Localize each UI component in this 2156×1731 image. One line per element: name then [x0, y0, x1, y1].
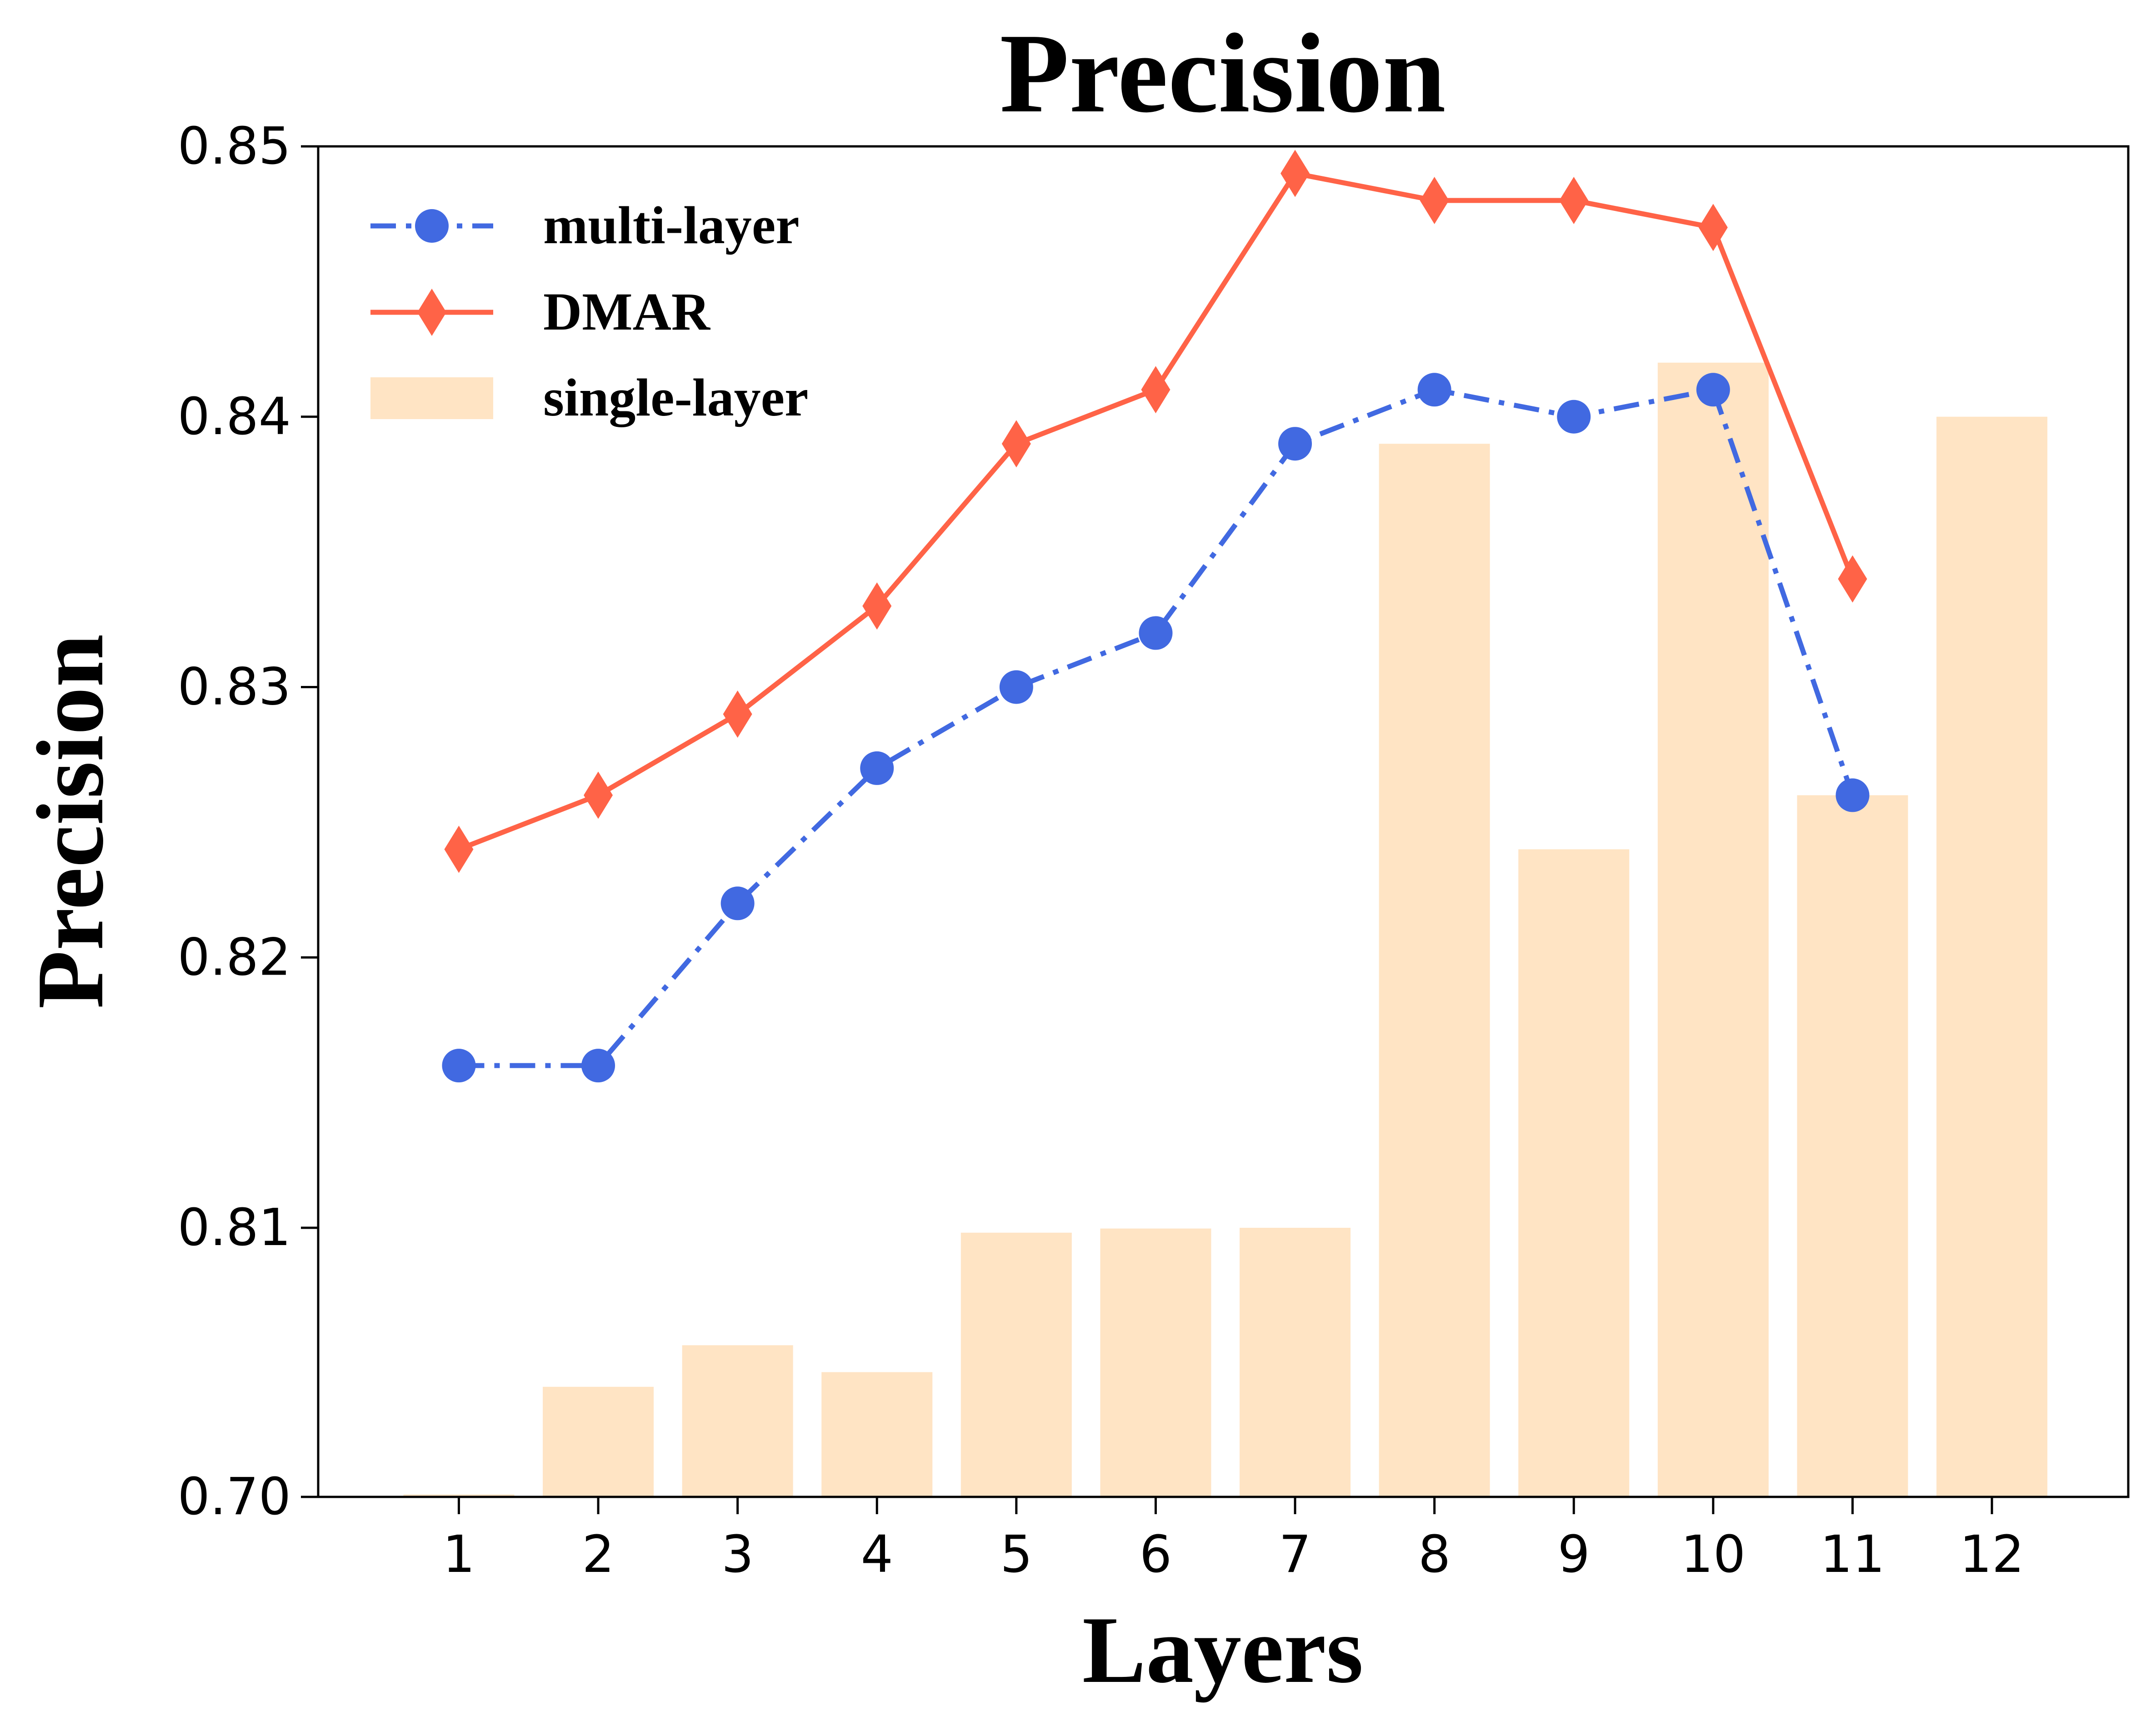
y-axis-ticks: 0.70 0.81 0.82 0.83 0.84 0.85 — [178, 117, 318, 1526]
chart-title: Precision — [1000, 10, 1446, 136]
legend-label-dmar: DMAR — [543, 282, 711, 341]
marker-dmar-8 — [1420, 176, 1449, 224]
y-tick-label: 0.84 — [178, 387, 291, 446]
bar-single-layer-6 — [1100, 1228, 1211, 1497]
marker-multi-layer-7 — [1278, 427, 1312, 461]
marker-multi-layer-9 — [1557, 400, 1591, 434]
legend-label-multi-layer: multi-layer — [543, 195, 800, 255]
x-tick-label: 9 — [1558, 1525, 1590, 1584]
marker-multi-layer-8 — [1417, 373, 1451, 407]
line-dmar — [458, 170, 1855, 852]
legend: multi-layer DMAR single-layer — [370, 195, 808, 427]
x-tick-label: 5 — [1000, 1525, 1032, 1584]
marker-dmar-2 — [584, 771, 613, 819]
y-tick-label: 0.83 — [178, 658, 291, 717]
bar-single-layer-4 — [821, 1372, 933, 1497]
marker-dmar-7 — [1281, 150, 1310, 197]
bar-single-layer-7 — [1240, 1228, 1351, 1497]
bar-single-layer-3 — [682, 1345, 793, 1497]
bar-single-layer-12 — [1936, 416, 2048, 1497]
marker-dmar-1 — [444, 825, 474, 873]
x-tick-label: 12 — [1960, 1525, 2025, 1584]
marker-multi-layer-1 — [442, 1049, 476, 1083]
bar-single-layer-8 — [1379, 444, 1490, 1497]
x-tick-label: 3 — [721, 1525, 754, 1584]
y-tick-label: 0.81 — [178, 1198, 291, 1257]
marker-multi-layer-5 — [999, 670, 1033, 704]
bar-single-layer-9 — [1518, 849, 1630, 1497]
x-tick-label: 10 — [1681, 1525, 1746, 1584]
marker-dmar-6 — [1141, 366, 1171, 414]
y-tick-label: 0.82 — [178, 928, 291, 987]
marker-dmar-11 — [1838, 555, 1867, 603]
bars-layer — [403, 362, 2048, 1497]
marker-dmar-10 — [1698, 204, 1728, 251]
x-tick-label: 1 — [443, 1525, 475, 1584]
legend-label-single-layer: single-layer — [543, 368, 808, 427]
axes — [317, 145, 2130, 1498]
legend-swatch-single-layer — [370, 377, 493, 419]
marker-dmar-9 — [1559, 176, 1589, 224]
x-axis-ticks: 1 2 3 4 5 6 7 8 9 10 11 12 — [443, 1497, 2024, 1584]
lines-layer — [442, 150, 1870, 1083]
marker-multi-layer-6 — [1139, 616, 1173, 650]
y-tick-label: 0.85 — [178, 117, 291, 176]
x-tick-label: 11 — [1820, 1525, 1885, 1584]
bar-single-layer-10 — [1657, 362, 1769, 1497]
x-axis-label: Layers — [1082, 1597, 1363, 1703]
plot-frame — [317, 145, 2130, 1498]
marker-dmar-3 — [723, 690, 752, 738]
marker-dmar-5 — [1001, 420, 1031, 468]
x-tick-label: 2 — [582, 1525, 614, 1584]
x-tick-label: 8 — [1418, 1525, 1451, 1584]
x-tick-label: 7 — [1279, 1525, 1311, 1584]
marker-multi-layer-4 — [860, 751, 894, 785]
marker-multi-layer-11 — [1836, 778, 1870, 812]
marker-multi-layer-3 — [720, 886, 755, 921]
bar-single-layer-11 — [1797, 795, 1908, 1497]
legend-marker-dmar — [417, 289, 446, 336]
marker-dmar-4 — [862, 582, 892, 630]
bar-single-layer-2 — [543, 1386, 654, 1497]
legend-marker-multi-layer — [415, 209, 449, 243]
marker-multi-layer-10 — [1696, 373, 1730, 407]
y-tick-label: 0.70 — [178, 1467, 291, 1526]
x-tick-label: 4 — [861, 1525, 893, 1584]
line-multi-layer — [459, 387, 1855, 1068]
bar-single-layer-5 — [960, 1232, 1072, 1497]
bar-single-layer-1 — [403, 1494, 515, 1497]
marker-multi-layer-2 — [581, 1049, 615, 1083]
y-axis-label: Precision — [18, 634, 123, 1009]
x-tick-label: 6 — [1140, 1525, 1172, 1584]
